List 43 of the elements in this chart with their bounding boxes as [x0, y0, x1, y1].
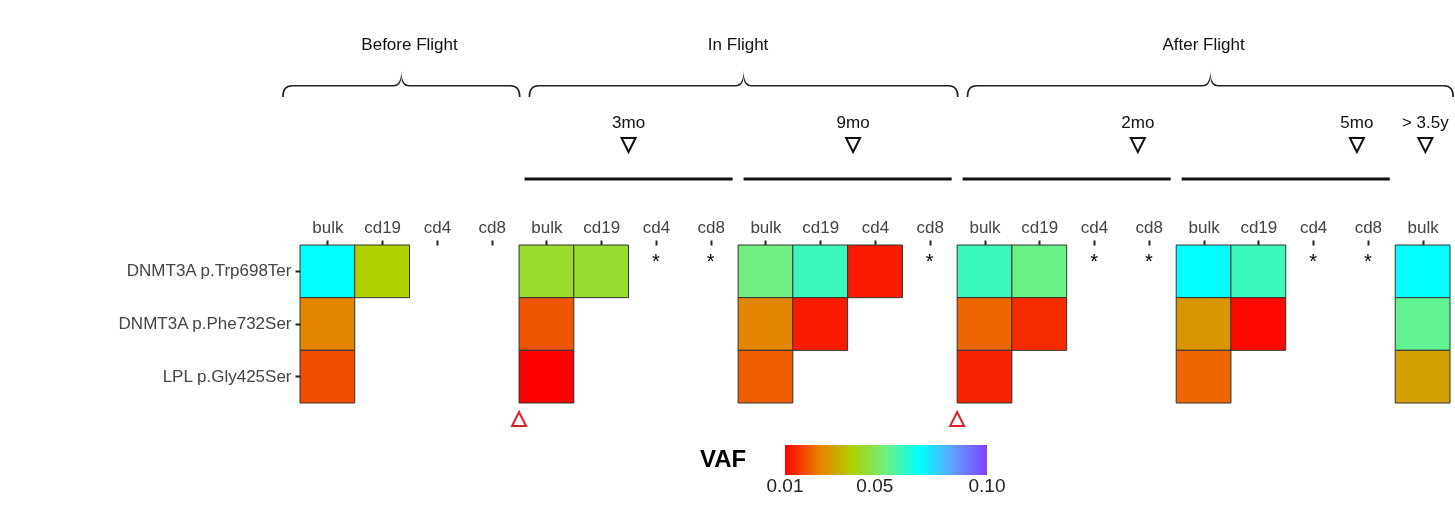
- color-bar-label: 0.10: [968, 475, 1006, 496]
- x-tick-label: cd8: [697, 217, 725, 237]
- text: > 3.5y: [1401, 113, 1450, 132]
- text: *: [1090, 250, 1098, 273]
- text: 3mo: [612, 113, 646, 132]
- text: Before Flight: [361, 35, 458, 54]
- x-tick-label: cd19: [364, 217, 402, 237]
- y-tick-label: DNMT3A p.Phe732Ser: [118, 314, 292, 333]
- x-tick-label: cd4: [642, 217, 671, 237]
- y-tick-label: LPL p.Gly425Ser: [162, 366, 292, 386]
- x-tick-label: bulk: [969, 217, 1002, 237]
- x-tick-label: cd8: [916, 217, 944, 237]
- x-tick-label: cd19: [802, 217, 840, 237]
- text: 2mo: [1121, 113, 1155, 132]
- text: *: [706, 250, 715, 273]
- y-tick-label: DNMT3A p.Trp698Ter: [126, 261, 292, 281]
- x-tick-label: bulk: [750, 217, 783, 237]
- text: *: [652, 250, 660, 273]
- x-tick-label: cd8: [1354, 217, 1383, 237]
- text: *: [1309, 250, 1317, 273]
- x-tick-label: bulk: [1407, 217, 1440, 237]
- text: 9mo: [836, 113, 870, 132]
- x-tick-label: cd4: [423, 217, 452, 237]
- x-tick-label: bulk: [312, 217, 344, 237]
- text: *: [1144, 250, 1153, 273]
- x-tick-label: cd8: [1135, 217, 1164, 237]
- text: *: [925, 250, 934, 273]
- x-tick-label: cd4: [861, 217, 890, 237]
- x-tick-label: cd19: [1021, 217, 1059, 237]
- color-bar-label: 0.05: [856, 475, 894, 496]
- color-bar-title: VAF: [700, 445, 747, 472]
- x-tick-label: cd4: [1080, 217, 1109, 237]
- x-tick-label: bulk: [531, 217, 564, 237]
- x-tick-label: cd8: [478, 217, 506, 237]
- color-bar-label: 0.01: [766, 475, 804, 496]
- x-tick-label: bulk: [1188, 217, 1221, 237]
- text: *: [1363, 250, 1372, 273]
- x-tick-label: cd19: [583, 217, 621, 237]
- text: 5mo: [1340, 113, 1374, 132]
- text: After Flight: [1162, 35, 1245, 54]
- text: In Flight: [707, 35, 769, 54]
- x-tick-label: cd19: [1240, 217, 1278, 237]
- x-tick-label: cd4: [1299, 217, 1328, 237]
